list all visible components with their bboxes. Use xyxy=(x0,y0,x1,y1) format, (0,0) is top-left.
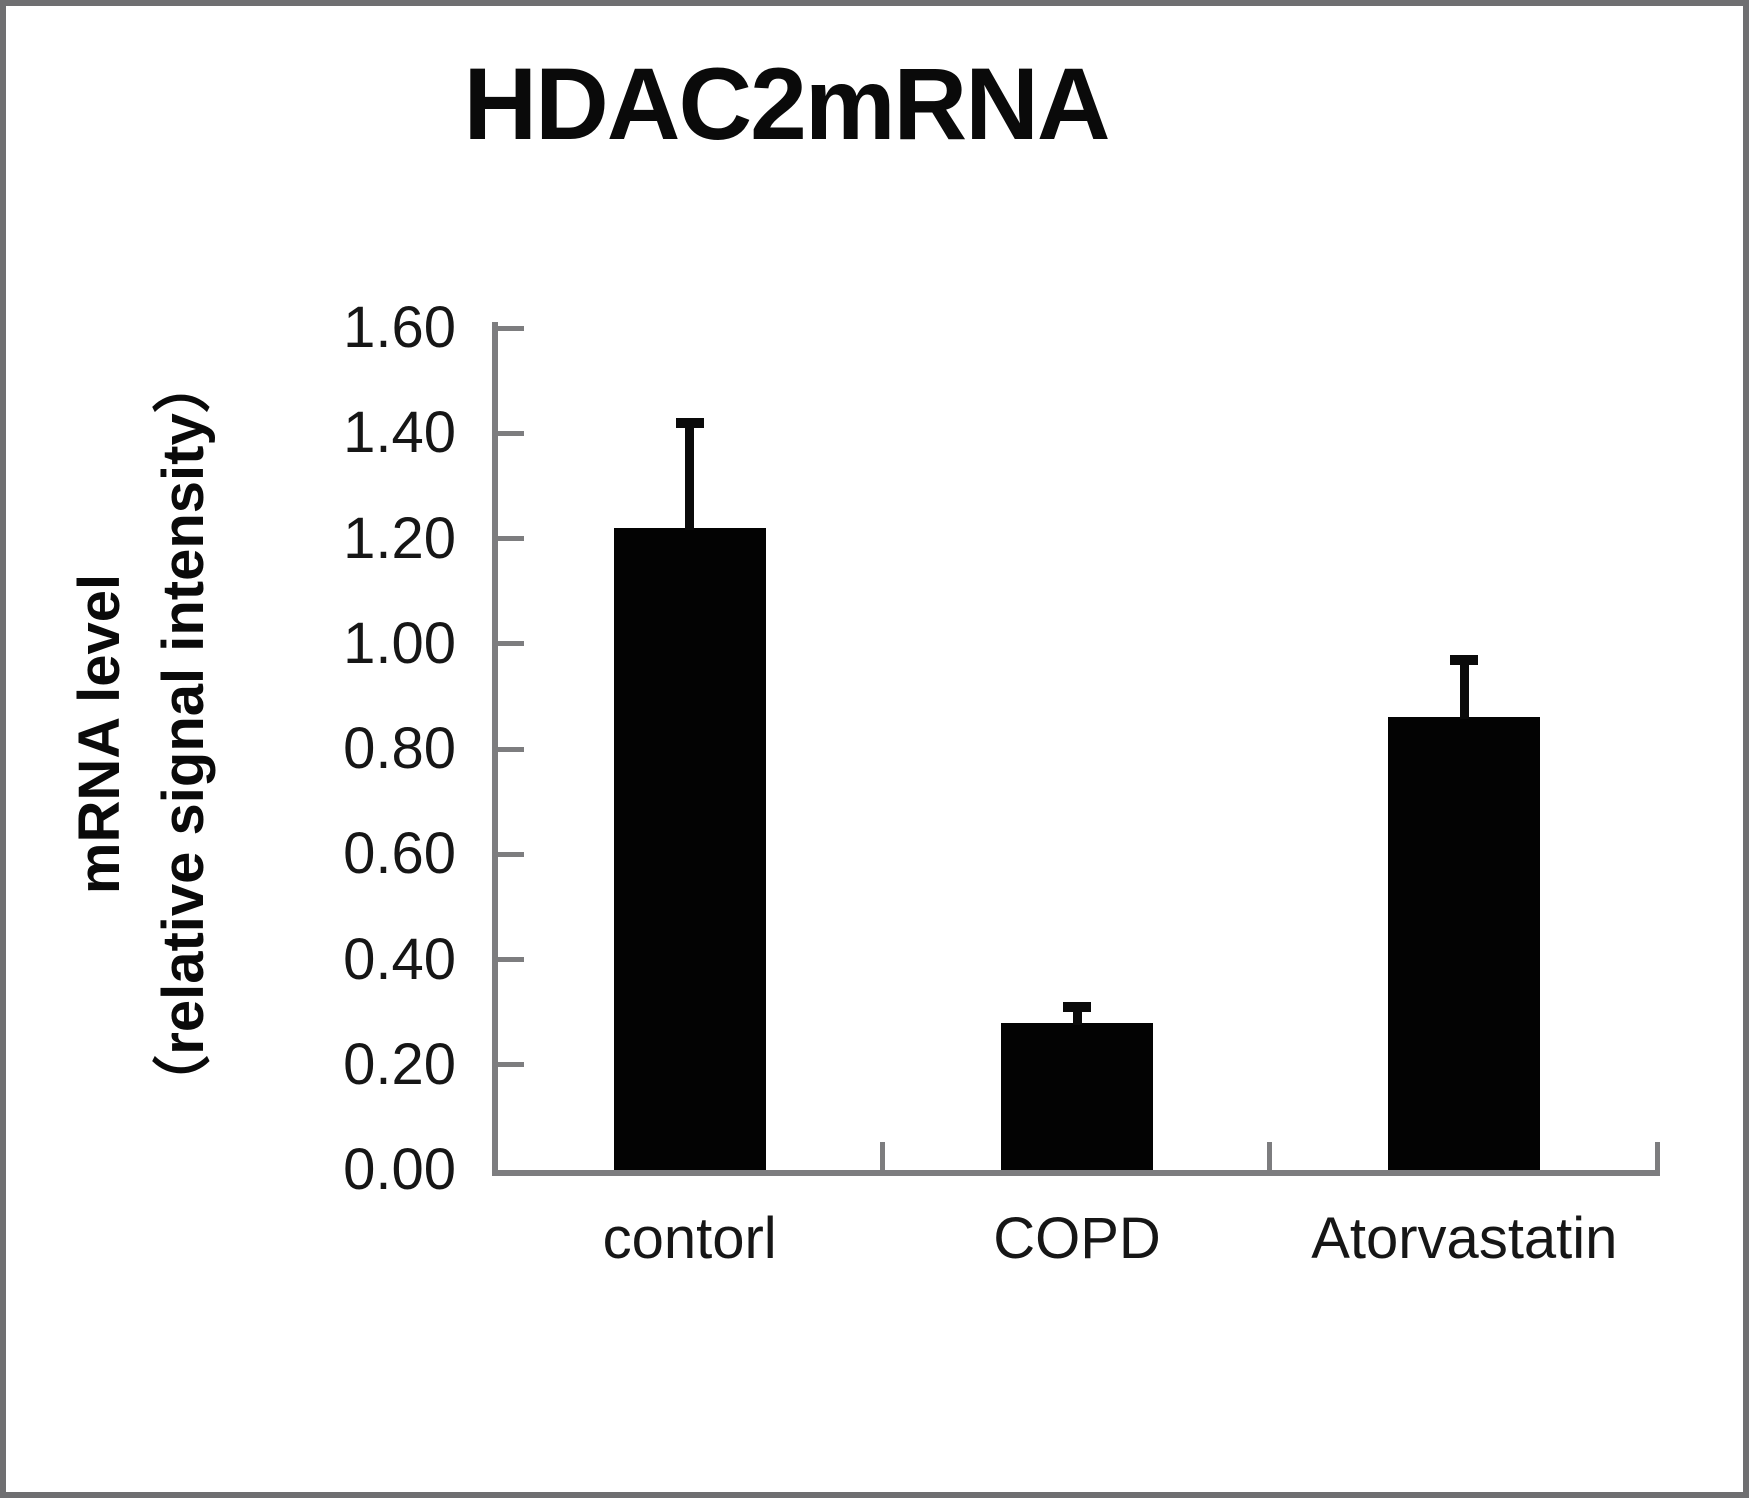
y-axis-tick xyxy=(496,430,524,436)
x-axis-tick xyxy=(1267,1142,1273,1170)
bar-Atorvastatin xyxy=(1388,717,1541,1170)
chart-title: HDAC2mRNA xyxy=(463,47,1110,161)
error-bar-cap xyxy=(1450,654,1479,665)
y-tick-label: 0.40 xyxy=(343,926,456,992)
y-tick-label: 1.60 xyxy=(343,295,456,360)
y-axis-tick xyxy=(496,1062,524,1068)
error-bar-whisker xyxy=(685,422,695,530)
y-tick-label: 0.00 xyxy=(343,1137,456,1202)
error-bar-whisker xyxy=(1459,659,1469,720)
bar-COPD xyxy=(1001,1022,1153,1170)
y-axis-line xyxy=(492,322,498,1176)
bar-contorl xyxy=(613,527,766,1170)
y-tick-label: 1.40 xyxy=(343,400,456,466)
y-axis-tick xyxy=(496,325,524,331)
x-category-label: COPD xyxy=(993,1206,1161,1271)
y-tick-label: 1.00 xyxy=(343,610,456,676)
x-axis-tick xyxy=(1654,1142,1660,1170)
y-axis-tick xyxy=(496,746,524,752)
y-axis-tick xyxy=(496,536,524,541)
error-bar-cap xyxy=(675,417,704,428)
error-bar-whisker xyxy=(1072,1006,1082,1025)
x-category-label: Atorvastatin xyxy=(1311,1206,1618,1271)
y-axis-tick xyxy=(496,641,524,647)
x-axis-line xyxy=(492,1170,1660,1176)
x-axis-tick xyxy=(879,1142,885,1170)
y-tick-label: 0.60 xyxy=(343,821,456,887)
y-tick-label: 0.20 xyxy=(343,1031,456,1097)
y-axis-tick xyxy=(496,851,524,857)
error-bar-cap xyxy=(1063,1001,1091,1012)
y-axis-tick xyxy=(496,957,524,962)
y-tick-label: 1.20 xyxy=(343,505,456,571)
x-category-label: contorl xyxy=(602,1206,777,1271)
plot-area: 0.00 0.20 0.40 0.60 0.80 1.00 1.20 1.40 1.60 cont… xyxy=(6,6,1743,1492)
y-tick-label: 0.80 xyxy=(343,716,456,781)
